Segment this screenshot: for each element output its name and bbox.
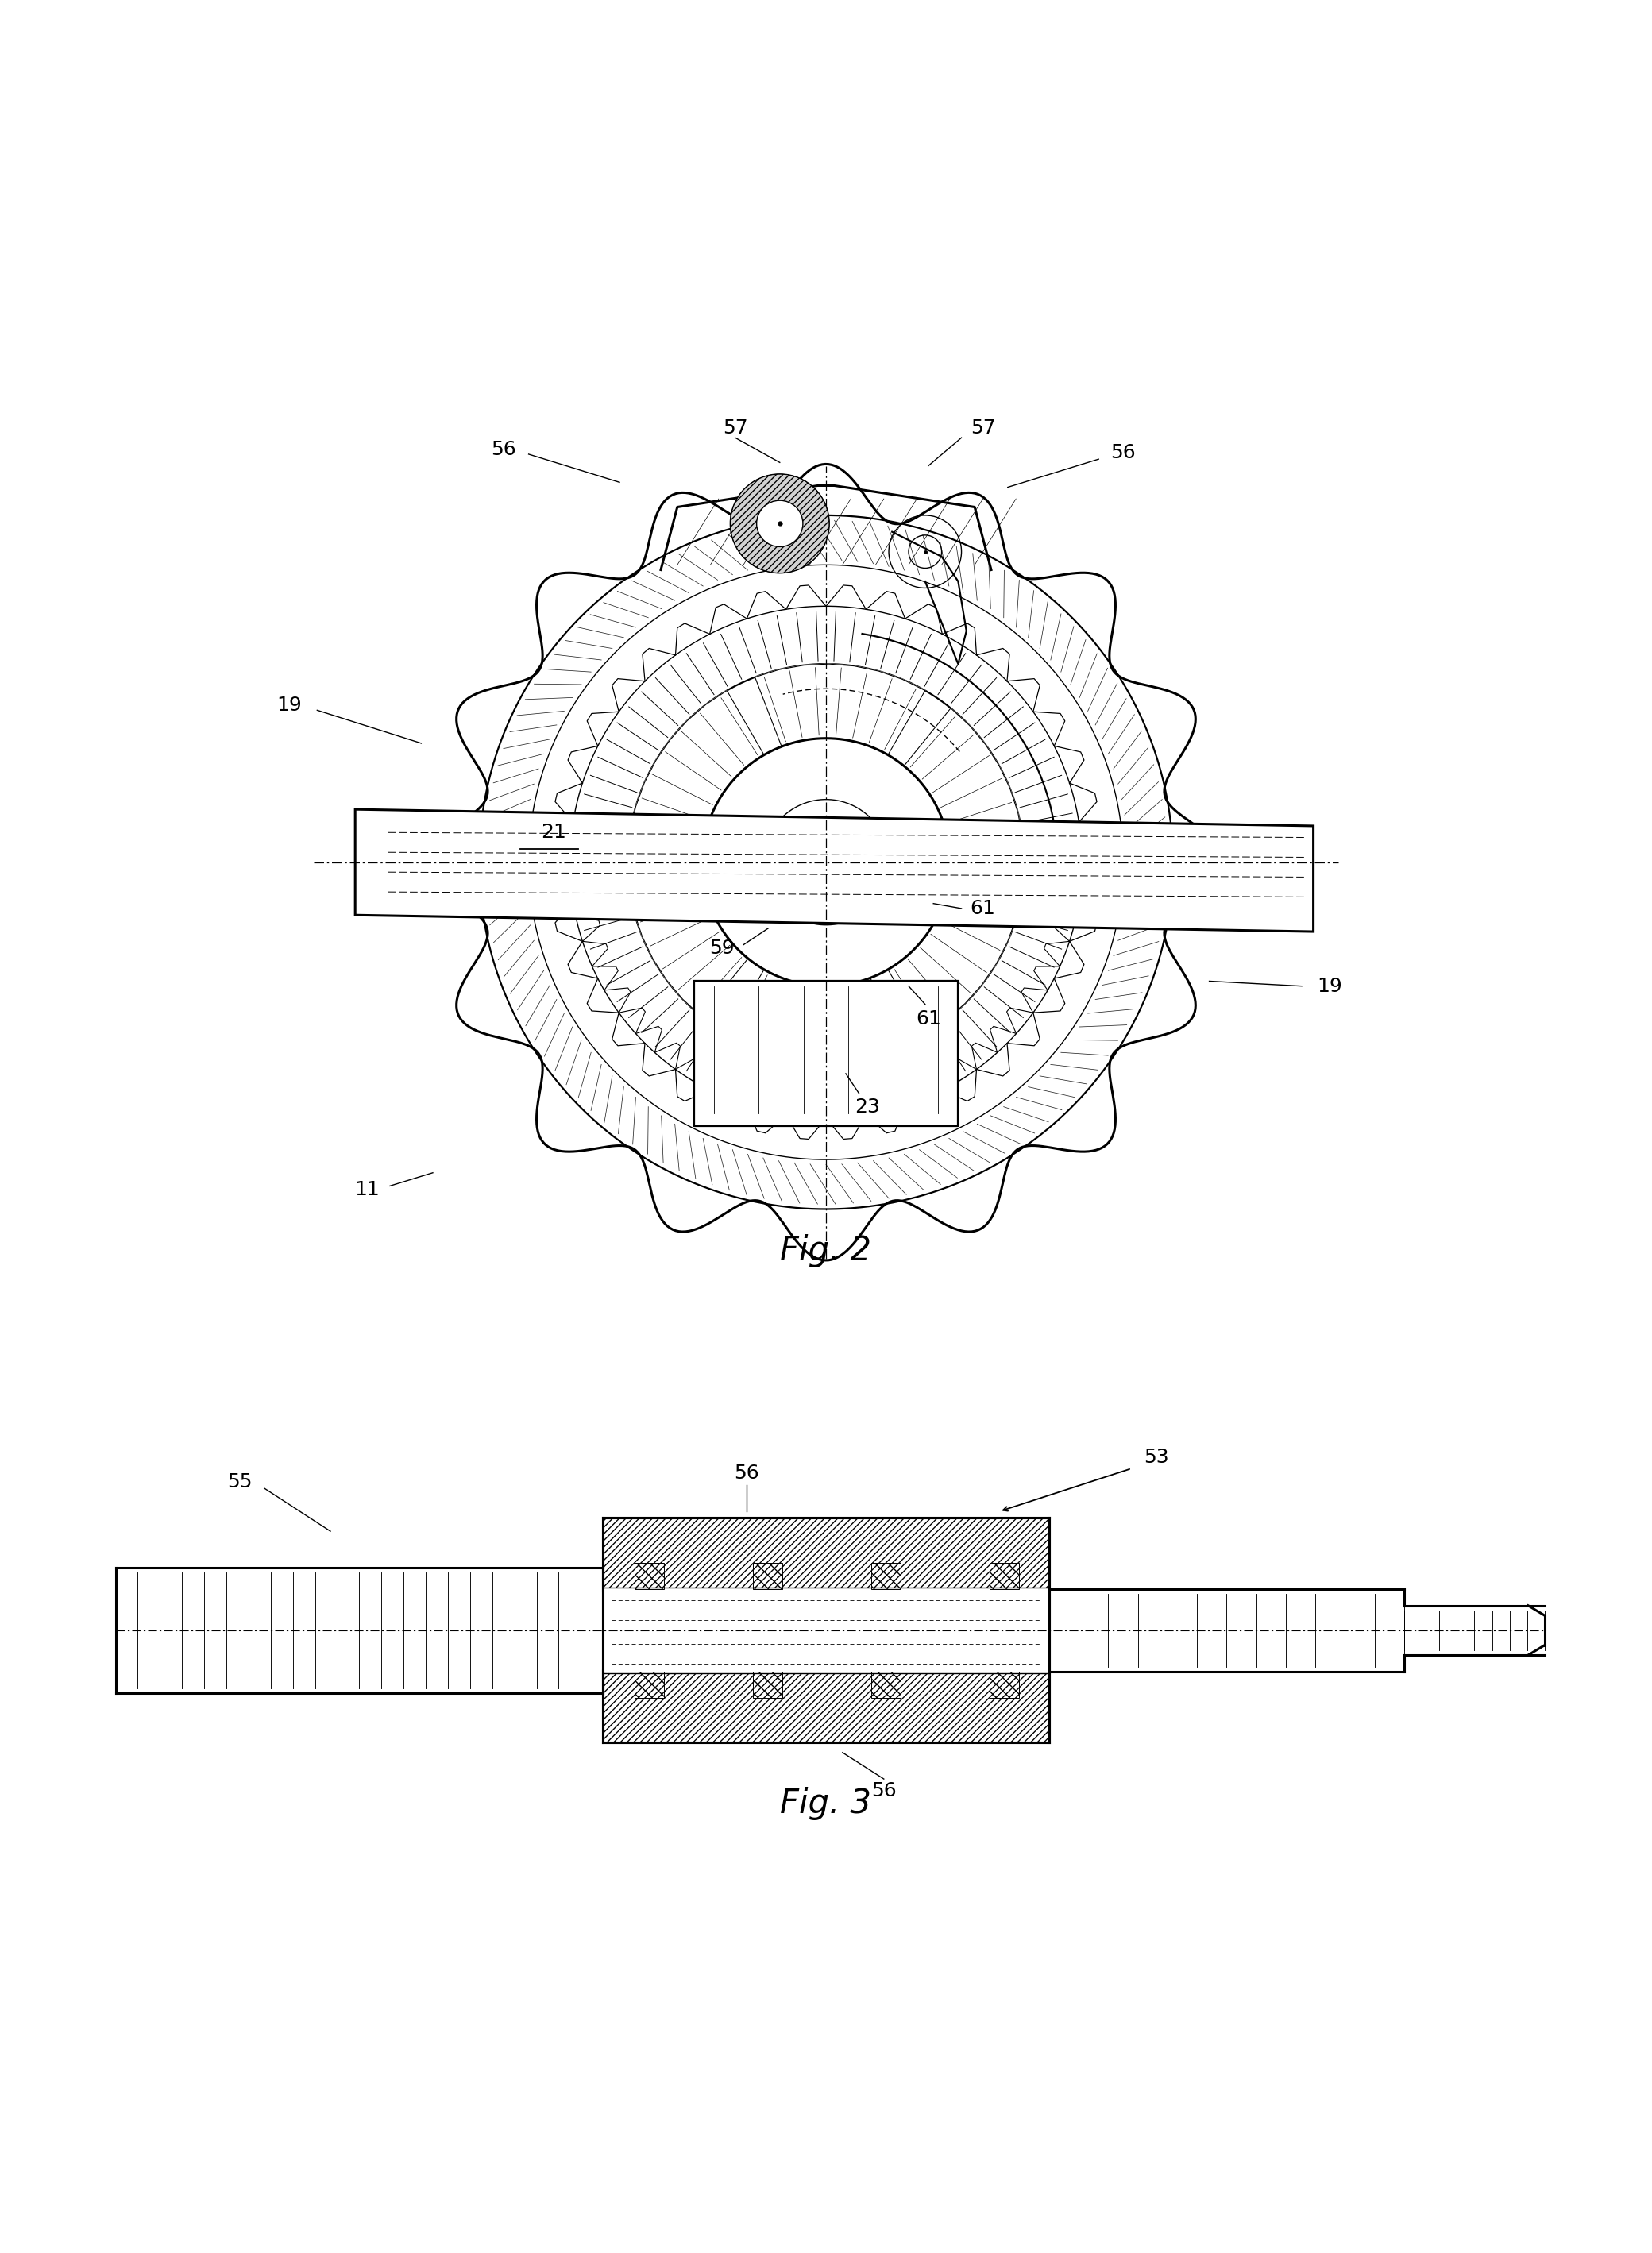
Polygon shape	[603, 1588, 1049, 1672]
Text: 57: 57	[722, 419, 748, 437]
Text: 61: 61	[915, 1009, 942, 1030]
Text: Fig. 2: Fig. 2	[780, 1235, 872, 1266]
Text: 59: 59	[709, 940, 735, 958]
Text: 61: 61	[970, 899, 996, 917]
Polygon shape	[889, 881, 1023, 1034]
Text: 23: 23	[854, 1097, 881, 1115]
Text: 19: 19	[1317, 976, 1343, 996]
Polygon shape	[603, 1519, 1049, 1742]
Text: 19: 19	[276, 696, 302, 714]
Text: 11: 11	[354, 1181, 380, 1199]
Polygon shape	[628, 863, 748, 1016]
Polygon shape	[755, 665, 925, 755]
Text: 56: 56	[491, 439, 517, 460]
Text: 53: 53	[1143, 1446, 1170, 1467]
Text: 55: 55	[226, 1471, 253, 1491]
Text: 56: 56	[871, 1782, 897, 1800]
Polygon shape	[355, 809, 1313, 930]
Text: 56: 56	[1110, 444, 1137, 462]
Polygon shape	[904, 707, 1024, 863]
Polygon shape	[629, 689, 763, 843]
Text: Fig. 3: Fig. 3	[780, 1787, 872, 1820]
Text: 57: 57	[970, 419, 996, 437]
Text: 21: 21	[540, 822, 567, 843]
Polygon shape	[694, 980, 958, 1126]
Circle shape	[730, 473, 829, 572]
Text: 56: 56	[733, 1464, 760, 1482]
Circle shape	[757, 500, 803, 547]
Polygon shape	[727, 969, 897, 1061]
